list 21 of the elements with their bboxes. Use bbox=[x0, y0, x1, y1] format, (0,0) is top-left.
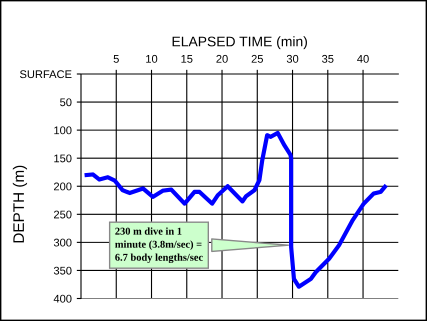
y-tick-label: 50 bbox=[60, 98, 72, 106]
line-series bbox=[84, 130, 387, 289]
x-tick-label: 40 bbox=[357, 54, 369, 63]
y-axis-title: DEPTH (m) bbox=[12, 166, 28, 242]
y-tick-label: 400 bbox=[54, 294, 72, 303]
x-axis-title: ELAPSED TIME (min) bbox=[172, 36, 307, 50]
x-tick-label: 30 bbox=[286, 54, 298, 63]
x-tick-label: 10 bbox=[146, 54, 158, 63]
x-tick-label: 15 bbox=[181, 55, 192, 63]
y-tick-label: 200 bbox=[54, 182, 72, 190]
x-tick-label: 25 bbox=[252, 54, 263, 63]
y-tick-label: 250 bbox=[54, 210, 72, 218]
y-tick-label: 150 bbox=[54, 154, 72, 162]
y-tick-label: 350 bbox=[54, 266, 72, 275]
x-tick-label: 20 bbox=[216, 54, 228, 63]
y-tick-label: 100 bbox=[54, 126, 72, 134]
x-tick-label: 35 bbox=[322, 54, 334, 63]
x-tick-label: 5 bbox=[114, 55, 119, 63]
annotation: 230 m dive in 1 minute (3.8m/sec) = 6.7 body lengths/sec bbox=[115, 227, 203, 264]
y-tick-label: 300 bbox=[54, 238, 72, 247]
y-tick-label: SURFACE bbox=[20, 70, 72, 78]
